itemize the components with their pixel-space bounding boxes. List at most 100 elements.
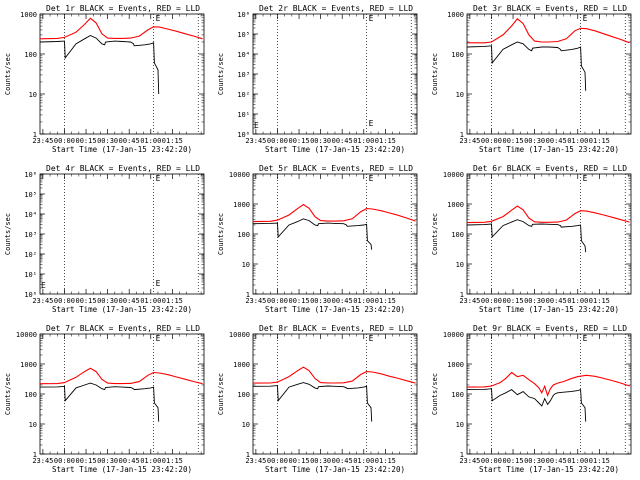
x-tick-label: 01:15: [162, 137, 183, 145]
x-tick-label: 00:30: [524, 297, 545, 305]
event-marker-label: E: [156, 174, 161, 183]
y-tick-label: 10: [456, 261, 464, 269]
x-tick-label: 00:15: [288, 137, 309, 145]
x-tick-label: 00:15: [75, 297, 96, 305]
x-tick-label: 23:45: [245, 137, 266, 145]
x-tick-label: 23:45: [32, 457, 53, 465]
y-axis-label: Counts/sec: [217, 53, 225, 95]
y-tick-label: 1: [246, 451, 250, 459]
panel-det-8: Det 8r BLACK = Events, RED = LLD 1 10 100 10…: [217, 324, 418, 474]
panel-title: Det 8r BLACK = Events, RED = LLD: [259, 324, 413, 333]
y-tick-label: 1000: [447, 11, 464, 19]
y-tick-label: 10000: [16, 331, 37, 339]
panel-det-4: Det 4r BLACK = Events, RED = LLD 10⁰ 10¹ 10…: [4, 164, 205, 314]
x-tick-label: 00:00: [54, 137, 75, 145]
x-tick-label: 00:45: [332, 297, 353, 305]
panel-det-9: Det 9r BLACK = Events, RED = LLD 1 10 100 10…: [431, 324, 632, 474]
event-marker-label: E: [583, 174, 588, 183]
event-marker-label: E: [369, 119, 374, 128]
x-tick-label: 00:45: [546, 297, 567, 305]
x-axis-label: Start Time (17-Jan-15 23:42:20): [265, 145, 405, 154]
x-tick-label: 01:00: [140, 457, 161, 465]
y-tick-label: 100: [237, 231, 250, 239]
x-tick-label: 01:00: [567, 297, 588, 305]
y-tick-label: 10³: [24, 231, 37, 239]
x-axis-label: Start Time (17-Jan-15 23:42:20): [265, 465, 405, 474]
y-tick-label: 10: [29, 421, 37, 429]
y-tick-label: 10: [456, 421, 464, 429]
y-tick-label: 1: [246, 291, 250, 299]
x-tick-label: 01:15: [375, 297, 396, 305]
y-axis-label: Counts/sec: [4, 213, 12, 255]
series-events-line: [39, 382, 160, 422]
x-tick-label: 00:15: [75, 457, 96, 465]
panel-title: Det 5r BLACK = Events, RED = LLD: [259, 164, 413, 173]
series-events-line: [466, 219, 587, 253]
y-tick-label: 10³: [237, 71, 250, 79]
y-axis-label: Counts/sec: [431, 53, 439, 95]
y-tick-label: 1000: [447, 201, 464, 209]
y-tick-label: 10²: [24, 251, 37, 259]
y-tick-label: 10: [456, 91, 464, 99]
x-axis-label: Start Time (17-Jan-15 23:42:20): [479, 465, 619, 474]
y-tick-label: 1: [33, 451, 37, 459]
y-tick-label: 1000: [447, 361, 464, 369]
x-tick-label: 01:15: [375, 457, 396, 465]
x-tick-label: 00:45: [546, 137, 567, 145]
y-axis-label: Counts/sec: [217, 373, 225, 415]
x-tick-label: 01:00: [567, 137, 588, 145]
x-tick-label: 00:00: [54, 297, 75, 305]
y-tick-label: 10000: [443, 171, 464, 179]
x-tick-label: 00:15: [502, 297, 523, 305]
x-axis-label: Start Time (17-Jan-15 23:42:20): [52, 305, 192, 314]
y-tick-label: 100: [451, 231, 464, 239]
x-tick-label: 01:15: [162, 297, 183, 305]
event-marker-label: E: [254, 121, 259, 130]
y-tick-label: 1: [460, 291, 464, 299]
y-tick-label: 10: [242, 261, 250, 269]
panel-det-2: Det 2r BLACK = Events, RED = LLD 10⁰ 10¹ 10…: [217, 4, 418, 154]
x-tick-label: 00:15: [288, 297, 309, 305]
y-axis-label: Counts/sec: [431, 373, 439, 415]
y-tick-label: 10⁶: [24, 171, 37, 179]
event-marker-label: E: [41, 281, 46, 290]
y-tick-label: 1: [460, 131, 464, 139]
y-tick-label: 10⁶: [237, 11, 250, 19]
panel-title: Det 1r BLACK = Events, RED = LLD: [46, 4, 200, 13]
y-tick-label: 1000: [233, 361, 250, 369]
y-tick-label: 10: [29, 91, 37, 99]
y-tick-label: 100: [237, 391, 250, 399]
x-tick-label: 01:15: [162, 457, 183, 465]
series-events-line: [252, 382, 373, 422]
x-tick-label: 00:45: [332, 457, 353, 465]
y-tick-label: 10¹: [24, 271, 37, 279]
series-events-line: [466, 41, 587, 91]
y-tick-label: 10: [242, 421, 250, 429]
y-tick-label: 10⁰: [237, 131, 250, 139]
panel-title: Det 6r BLACK = Events, RED = LLD: [473, 164, 627, 173]
event-marker-label: E: [369, 174, 374, 183]
series-lld-line: [252, 366, 416, 384]
x-axis-label: Start Time (17-Jan-15 23:42:20): [479, 145, 619, 154]
x-tick-label: 00:30: [310, 457, 331, 465]
series-lld-line: [252, 203, 416, 223]
x-tick-label: 00:30: [97, 137, 118, 145]
y-tick-label: 1: [460, 451, 464, 459]
x-tick-label: 00:30: [310, 137, 331, 145]
event-marker-label: E: [583, 14, 588, 23]
y-axis-label: Counts/sec: [217, 213, 225, 255]
x-tick-label: 01:00: [140, 297, 161, 305]
series-events-line: [252, 218, 373, 250]
x-axis-label: Start Time (17-Jan-15 23:42:20): [52, 465, 192, 474]
x-axis-label: Start Time (17-Jan-15 23:42:20): [265, 305, 405, 314]
x-tick-label: 01:15: [589, 457, 610, 465]
panel-title: Det 7r BLACK = Events, RED = LLD: [46, 324, 200, 333]
panel-title: Det 4r BLACK = Events, RED = LLD: [46, 164, 200, 173]
event-marker-label: E: [369, 334, 374, 343]
x-tick-label: 23:45: [32, 137, 53, 145]
y-tick-label: 100: [24, 391, 37, 399]
y-tick-label: 10⁴: [24, 211, 37, 219]
x-tick-label: 00:30: [97, 457, 118, 465]
